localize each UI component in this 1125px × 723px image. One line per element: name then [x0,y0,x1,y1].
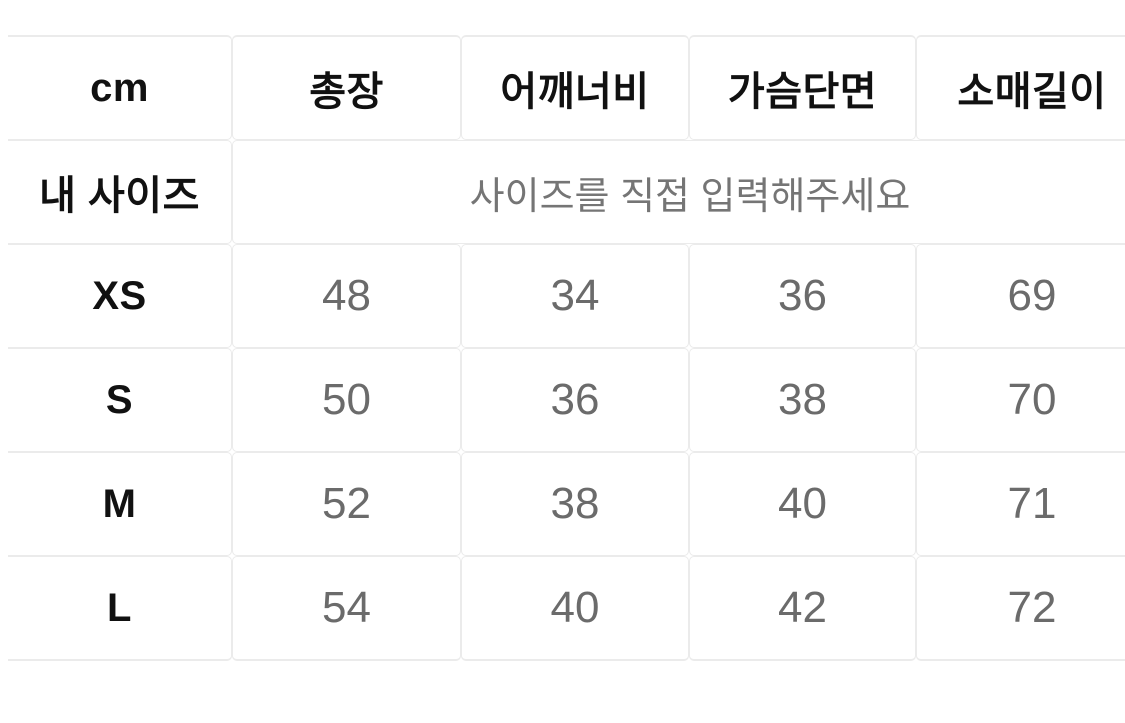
size-table-scroll-area[interactable]: cm 총장 어깨너비 가슴단면 소매길이 내 사이즈 사이즈를 직접 입력해주세… [8,35,1125,665]
table-row-l: L 54 40 42 72 [8,556,1125,661]
xs-sleeve-length-value: 69 [916,244,1125,348]
table-row-xs: XS 48 34 36 69 [8,244,1125,348]
l-sleeve-length-value: 72 [916,556,1125,661]
s-shoulder-width-value: 36 [461,348,689,452]
header-sleeve-length: 소매길이 [916,35,1125,140]
header-total-length: 총장 [232,35,461,140]
l-shoulder-width-value: 40 [461,556,689,661]
header-chest-width: 가슴단면 [689,35,916,140]
table-row-m: M 52 38 40 71 [8,452,1125,556]
m-total-length-value: 52 [232,452,461,556]
l-total-length-value: 54 [232,556,461,661]
my-size-row: 내 사이즈 사이즈를 직접 입력해주세요 [8,140,1125,244]
size-chart-table: cm 총장 어깨너비 가슴단면 소매길이 내 사이즈 사이즈를 직접 입력해주세… [8,35,1125,661]
size-label-m: M [8,452,232,556]
s-sleeve-length-value: 70 [916,348,1125,452]
xs-chest-width-value: 36 [689,244,916,348]
size-label-xs: XS [8,244,232,348]
table-row-s: S 50 36 38 70 [8,348,1125,452]
s-total-length-value: 50 [232,348,461,452]
header-shoulder-width: 어깨너비 [461,35,689,140]
m-shoulder-width-value: 38 [461,452,689,556]
my-size-input-cell[interactable]: 사이즈를 직접 입력해주세요 [232,140,1125,244]
xs-shoulder-width-value: 34 [461,244,689,348]
header-row: cm 총장 어깨너비 가슴단면 소매길이 [8,35,1125,140]
m-sleeve-length-value: 71 [916,452,1125,556]
my-size-label: 내 사이즈 [8,140,232,244]
m-chest-width-value: 40 [689,452,916,556]
size-label-l: L [8,556,232,661]
s-chest-width-value: 38 [689,348,916,452]
header-unit-cm: cm [8,35,232,140]
xs-total-length-value: 48 [232,244,461,348]
size-label-s: S [8,348,232,452]
l-chest-width-value: 42 [689,556,916,661]
